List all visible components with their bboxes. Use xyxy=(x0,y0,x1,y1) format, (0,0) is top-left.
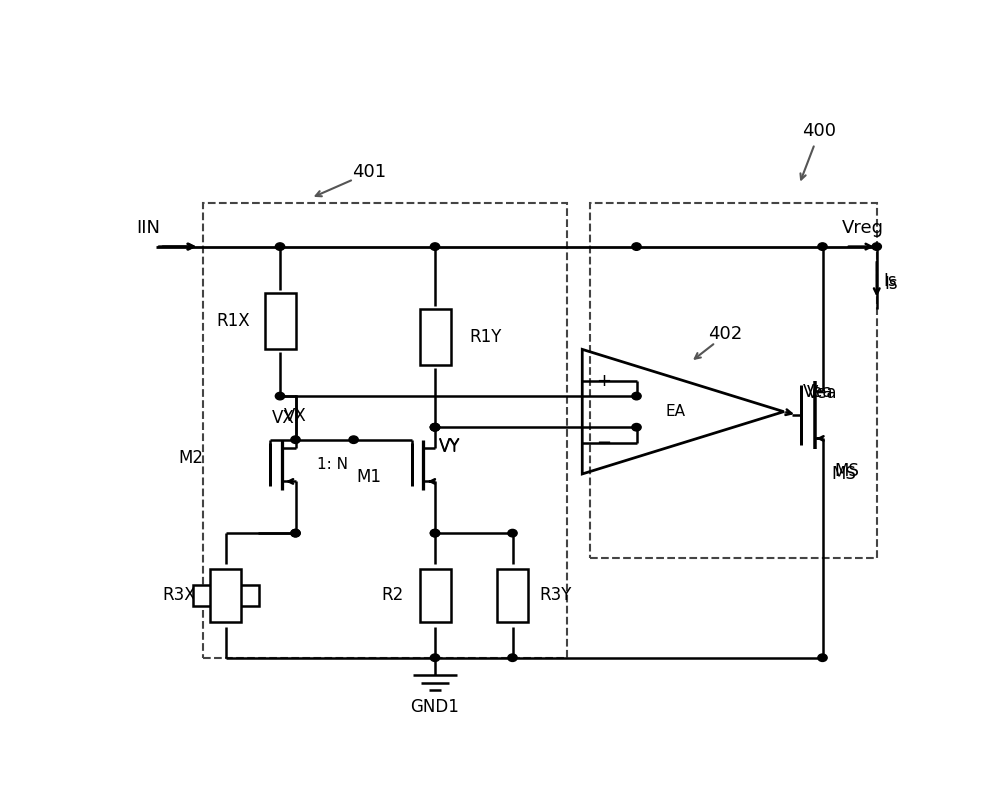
Text: −: − xyxy=(596,434,611,451)
Bar xyxy=(420,309,450,365)
Bar xyxy=(264,294,296,349)
Circle shape xyxy=(349,436,358,443)
Circle shape xyxy=(291,529,300,537)
Circle shape xyxy=(508,654,517,662)
Bar xyxy=(202,203,567,658)
Circle shape xyxy=(508,529,517,537)
Circle shape xyxy=(430,243,440,250)
Circle shape xyxy=(632,392,641,400)
Bar xyxy=(210,569,241,622)
Text: M2: M2 xyxy=(178,449,203,468)
Text: MS: MS xyxy=(834,462,859,480)
Circle shape xyxy=(291,529,300,537)
Bar xyxy=(193,585,259,606)
Text: Is: Is xyxy=(883,272,897,290)
Text: EA: EA xyxy=(665,404,685,419)
Circle shape xyxy=(430,423,440,431)
Text: +: + xyxy=(596,371,611,389)
Circle shape xyxy=(818,243,827,250)
Bar xyxy=(497,569,528,622)
Text: IIN: IIN xyxy=(137,219,161,237)
Text: VX: VX xyxy=(272,409,295,427)
Text: Vea: Vea xyxy=(803,383,834,400)
Circle shape xyxy=(430,654,440,662)
Text: R2: R2 xyxy=(381,587,404,604)
Circle shape xyxy=(430,423,440,431)
Text: 401: 401 xyxy=(352,163,386,181)
Text: VX: VX xyxy=(284,407,307,425)
Circle shape xyxy=(275,392,285,400)
Circle shape xyxy=(275,243,285,250)
Text: Vea: Vea xyxy=(807,384,838,402)
Text: MS: MS xyxy=(832,465,857,483)
Text: R3X: R3X xyxy=(162,587,196,604)
Circle shape xyxy=(632,243,641,250)
Text: 402: 402 xyxy=(708,324,743,343)
Bar xyxy=(590,203,877,558)
Text: GND1: GND1 xyxy=(411,698,459,716)
Text: Is: Is xyxy=(885,275,898,293)
Text: M1: M1 xyxy=(357,468,382,486)
Circle shape xyxy=(872,243,881,250)
Circle shape xyxy=(430,529,440,537)
Circle shape xyxy=(818,654,827,662)
Text: 1: N: 1: N xyxy=(317,457,348,472)
Text: Vreg: Vreg xyxy=(842,219,884,237)
Text: 400: 400 xyxy=(802,122,836,140)
Text: R1Y: R1Y xyxy=(469,328,502,346)
Circle shape xyxy=(291,436,300,443)
Circle shape xyxy=(430,529,440,537)
Circle shape xyxy=(632,423,641,431)
Circle shape xyxy=(430,423,440,431)
Text: R3Y: R3Y xyxy=(539,587,571,604)
Text: VY: VY xyxy=(439,438,460,456)
Text: R1X: R1X xyxy=(217,312,250,330)
Bar xyxy=(420,569,450,622)
Text: VY: VY xyxy=(439,437,460,455)
